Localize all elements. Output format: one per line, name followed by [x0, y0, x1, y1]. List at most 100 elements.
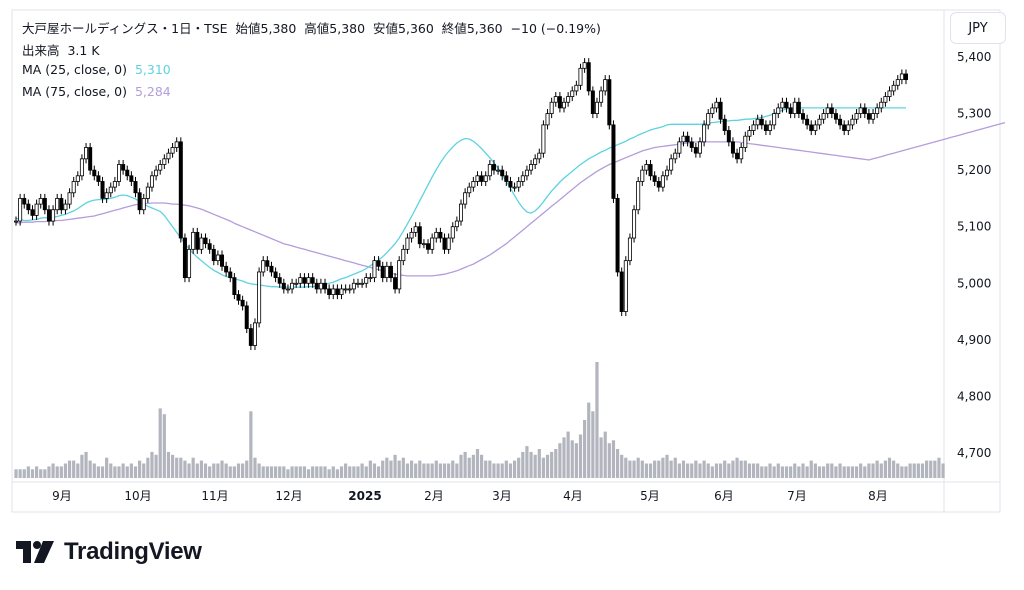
- candle-body: [516, 181, 521, 188]
- candle-body: [112, 181, 117, 188]
- volume-bar: [228, 466, 232, 478]
- volume-bar: [648, 463, 653, 478]
- volume-bar: [500, 463, 504, 478]
- volume-bar: [920, 463, 925, 478]
- y-tick-label: 5,400: [957, 50, 991, 64]
- volume-bar: [727, 463, 731, 478]
- candle-body: [656, 181, 661, 188]
- volume-bar: [113, 466, 117, 478]
- volume-bar: [232, 466, 236, 478]
- candle-body: [67, 192, 72, 205]
- candle-body: [59, 198, 64, 211]
- candle-body: [483, 175, 488, 182]
- volume-bar: [521, 451, 525, 478]
- candle-body: [88, 147, 93, 171]
- volume-bar: [426, 463, 430, 478]
- candle-body: [343, 288, 348, 291]
- candle-body: [578, 67, 583, 86]
- volume-bar: [842, 466, 846, 478]
- candle-body: [862, 107, 867, 114]
- symbol-label: 大戸屋ホールディングス・1日・TSE: [22, 21, 228, 36]
- volume-bar: [430, 463, 434, 478]
- volume-bar: [628, 460, 632, 478]
- volume-bar: [216, 463, 220, 478]
- candle-body: [611, 124, 616, 199]
- volume-bar: [224, 463, 228, 478]
- volume-bar: [84, 451, 88, 478]
- candle-body: [805, 118, 810, 126]
- volume-bar: [290, 466, 294, 478]
- candle-body: [545, 113, 550, 126]
- volume-bar: [574, 443, 578, 478]
- candle-body: [290, 282, 295, 290]
- candle-body: [755, 118, 760, 126]
- candle-body: [257, 271, 262, 324]
- candle-body: [269, 265, 274, 273]
- y-tick-label: 4,700: [957, 446, 991, 460]
- volume-bar: [566, 431, 570, 478]
- candle-body: [351, 282, 356, 290]
- tradingview-logo[interactable]: TradingView: [16, 538, 202, 566]
- candle-body: [458, 203, 463, 222]
- volume-bar: [681, 460, 686, 478]
- volume-bar: [776, 463, 780, 478]
- volume-bar: [558, 443, 562, 478]
- volume-bar: [632, 460, 636, 478]
- volume-bar: [39, 469, 43, 478]
- volume-bar: [195, 463, 199, 478]
- volume-bar: [805, 466, 809, 478]
- candle-body: [228, 271, 233, 279]
- volume-bar: [607, 443, 611, 478]
- volume-legend: 出来高 3.1 K: [22, 40, 100, 59]
- volume-bar: [311, 466, 315, 478]
- volume-bar: [175, 457, 179, 478]
- candle-body: [776, 107, 781, 114]
- ma75-legend: MA (75, close, 0) 5,284: [22, 84, 171, 99]
- candle-body: [92, 169, 97, 177]
- ohlc-legend: 大戸屋ホールディングス・1日・TSE 始値5,380 高値5,380 安値5,3…: [22, 18, 601, 37]
- volume-bar: [863, 466, 867, 478]
- volume-bar: [813, 463, 817, 478]
- volume-bar: [615, 449, 620, 478]
- candle-body: [178, 141, 183, 239]
- volume-bar: [208, 466, 212, 478]
- volume-bar: [80, 454, 84, 478]
- candle-body: [182, 237, 187, 279]
- volume-bar: [422, 463, 426, 478]
- candle-body: [306, 277, 311, 284]
- candle-body: [360, 282, 365, 285]
- candle-body: [166, 152, 171, 160]
- candle-body: [162, 158, 167, 165]
- volume-bar: [764, 466, 768, 478]
- candle-body: [302, 277, 307, 284]
- currency-button[interactable]: JPY: [950, 12, 1006, 44]
- y-tick-label: 5,000: [957, 276, 991, 290]
- candle-body: [879, 101, 884, 109]
- volume-bar: [451, 460, 455, 478]
- volume-bar: [319, 466, 323, 478]
- candle-body: [347, 288, 352, 291]
- volume-bar: [405, 463, 410, 478]
- candle-body: [149, 175, 154, 188]
- candle-body: [788, 107, 793, 114]
- volume-bar: [661, 457, 665, 478]
- volume-bar: [142, 463, 146, 478]
- volume-bar: [475, 449, 480, 478]
- candle-body: [685, 135, 690, 143]
- candle-body: [224, 265, 229, 273]
- candle-body: [125, 169, 130, 177]
- volume-bar: [261, 466, 265, 478]
- volume-bar: [504, 460, 508, 478]
- volume-bar: [583, 420, 587, 478]
- candle-body: [850, 118, 855, 126]
- volume-bar: [183, 460, 187, 478]
- volume-bar: [306, 469, 311, 478]
- candle-body: [339, 288, 344, 296]
- candle-body: [434, 231, 439, 239]
- candle-body: [63, 203, 68, 211]
- volume-bar: [896, 463, 900, 478]
- candle-body: [248, 328, 253, 346]
- volume-bar: [265, 466, 269, 478]
- volume-bar: [397, 460, 401, 478]
